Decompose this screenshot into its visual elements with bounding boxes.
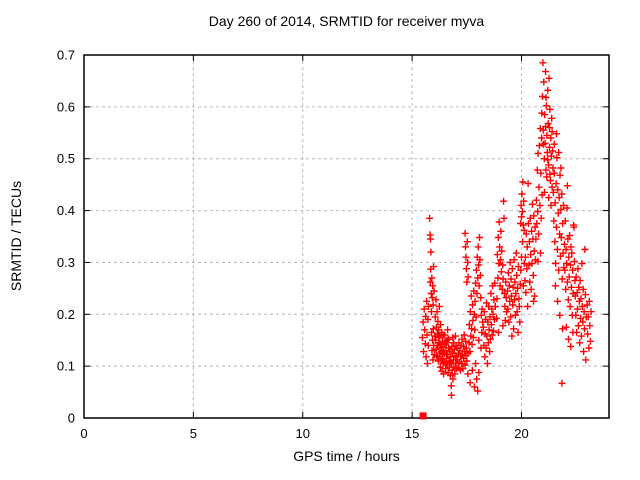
svg-text:15: 15 <box>405 426 419 441</box>
x-axis-label: GPS time / hours <box>293 448 400 464</box>
svg-text:0.6: 0.6 <box>57 99 75 114</box>
chart-title: Day 260 of 2014, SRMTID for receiver myv… <box>208 13 485 29</box>
svg-text:0.3: 0.3 <box>57 255 75 270</box>
svg-text:20: 20 <box>514 426 528 441</box>
svg-text:0.7: 0.7 <box>57 48 75 63</box>
svg-text:0.2: 0.2 <box>57 307 75 322</box>
svg-text:0: 0 <box>80 426 87 441</box>
svg-text:0.4: 0.4 <box>57 203 75 218</box>
svg-text:0: 0 <box>68 411 75 426</box>
svg-text:0.1: 0.1 <box>57 359 75 374</box>
svg-text:10: 10 <box>296 426 310 441</box>
svg-text:0.5: 0.5 <box>57 151 75 166</box>
svg-text:5: 5 <box>190 426 197 441</box>
